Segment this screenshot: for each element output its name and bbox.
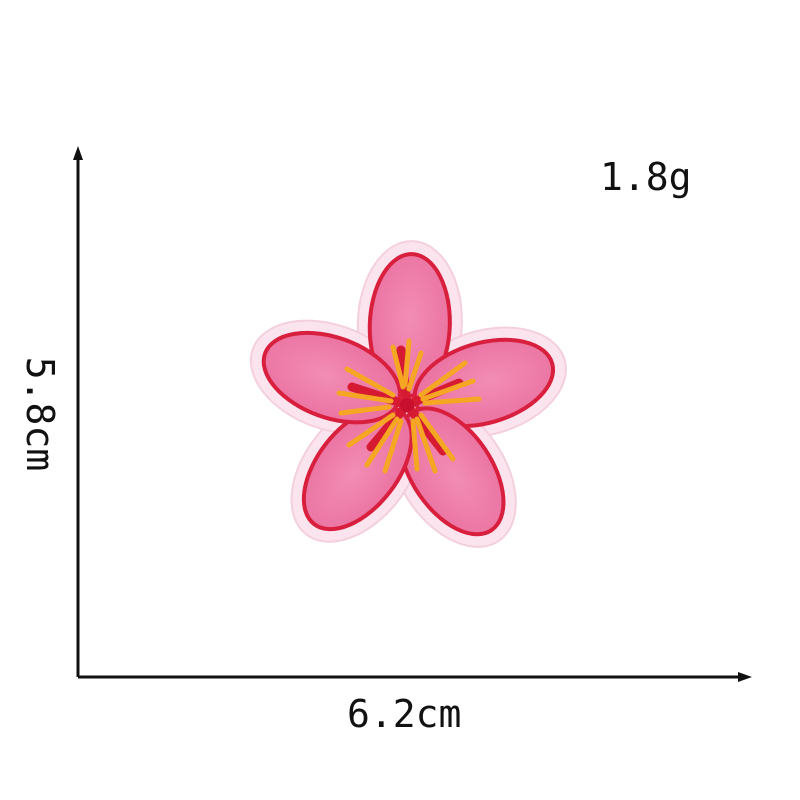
height-label: 5.8cm [21,357,59,471]
width-label: 6.2cm [347,695,461,733]
horizontal-axis-arrowhead [738,672,752,682]
vertical-axis-arrowhead [73,146,83,160]
flower-patch-image [245,225,575,555]
weight-label: 1.8g [600,158,692,196]
flower-icon [245,239,575,555]
